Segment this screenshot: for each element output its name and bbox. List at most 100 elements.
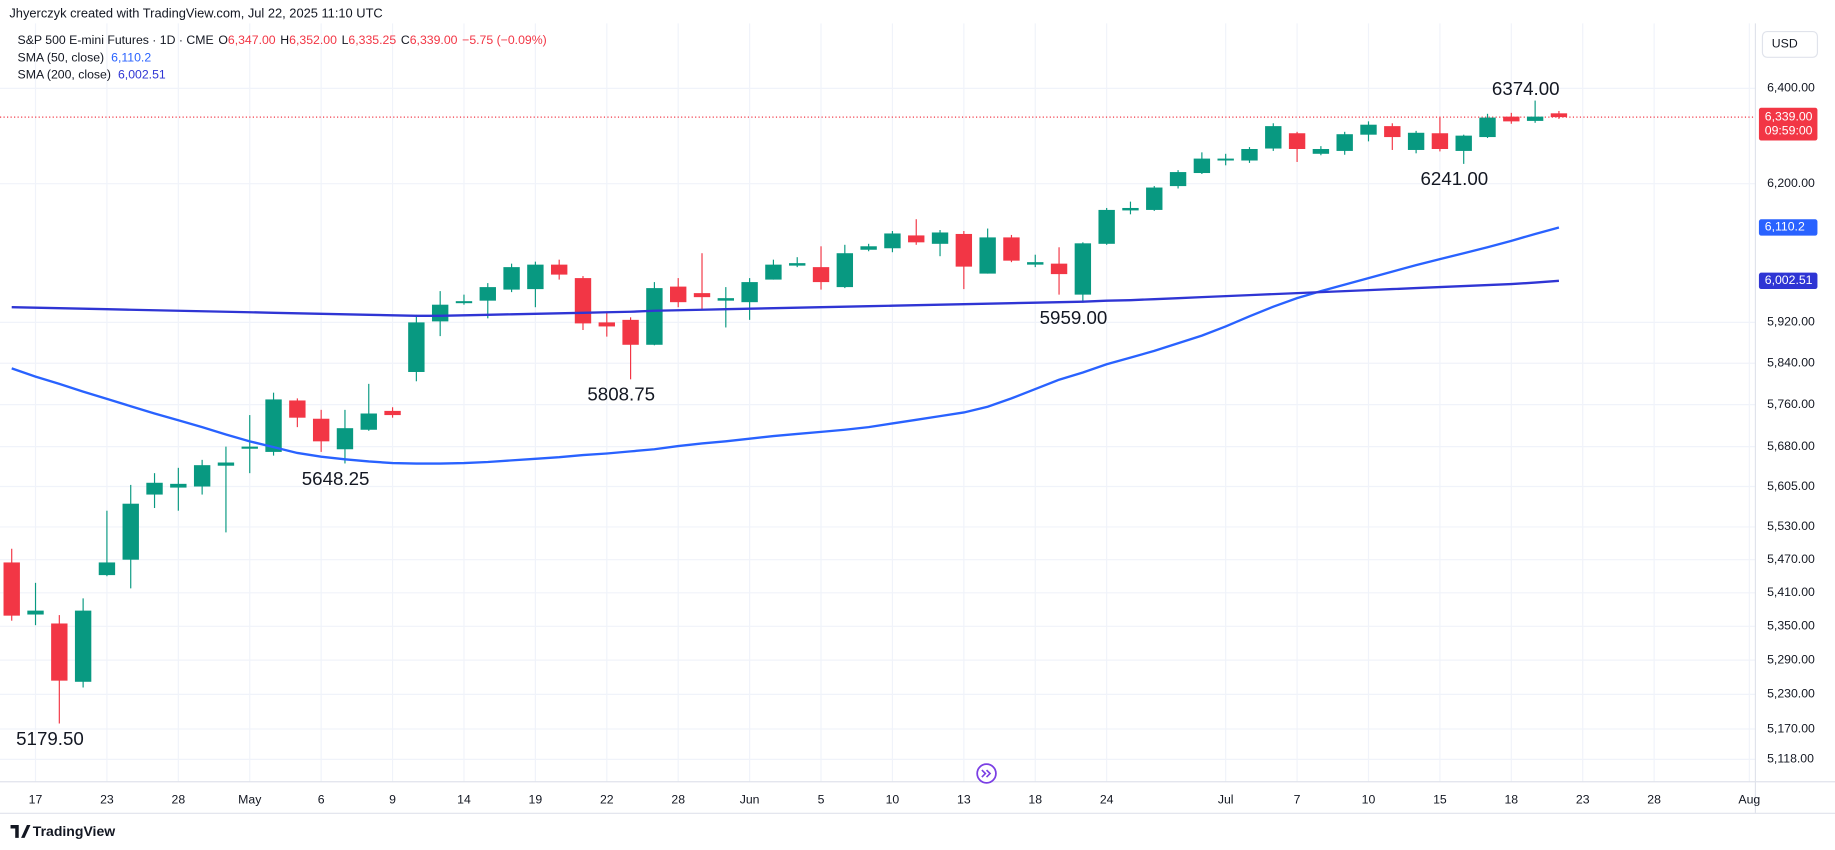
candle-body bbox=[622, 319, 639, 345]
legend-sma-name: SMA (200, close) bbox=[18, 68, 111, 82]
candle-body bbox=[860, 246, 877, 250]
y-tick-label: 5,170.00 bbox=[1767, 721, 1815, 735]
candle-body bbox=[884, 233, 901, 249]
candle-body bbox=[170, 483, 187, 488]
candle-body bbox=[74, 610, 92, 682]
candle-body bbox=[550, 264, 568, 275]
x-tick-label: 17 bbox=[29, 793, 43, 807]
candle-body bbox=[503, 267, 520, 290]
sma-line bbox=[11, 279, 1560, 317]
candle-body bbox=[979, 237, 996, 274]
candle-body bbox=[1384, 126, 1401, 138]
price-annotation: 5959.00 bbox=[1040, 307, 1108, 328]
candle-body bbox=[1003, 237, 1020, 261]
candle-body bbox=[1027, 262, 1044, 265]
candle-body bbox=[527, 264, 544, 290]
candle-body bbox=[1431, 133, 1449, 150]
candle-body bbox=[1526, 116, 1544, 121]
legend-sma-value: 6,110.2 bbox=[111, 51, 151, 65]
candle-body bbox=[955, 233, 973, 267]
x-tick-label: 28 bbox=[671, 793, 685, 807]
candle-body bbox=[741, 282, 758, 303]
candle-body bbox=[908, 235, 925, 243]
x-tick-label: 7 bbox=[1294, 793, 1301, 807]
x-tick-label: May bbox=[238, 793, 262, 807]
candle-body bbox=[479, 287, 496, 301]
candle-body bbox=[1503, 116, 1520, 122]
candle-body bbox=[1550, 113, 1568, 118]
x-tick-label: 18 bbox=[1504, 793, 1518, 807]
credit: Jhyerczyk created with TradingView.com, … bbox=[9, 5, 382, 20]
x-tick-label: 15 bbox=[1433, 793, 1447, 807]
last-price-tag bbox=[1758, 107, 1818, 141]
x-tick-label: 23 bbox=[1576, 793, 1590, 807]
candle-body bbox=[1217, 158, 1234, 161]
y-tick-label: 6,200.00 bbox=[1767, 176, 1815, 190]
x-tick-label: 5 bbox=[818, 793, 825, 807]
y-tick-label: 5,530.00 bbox=[1767, 519, 1815, 533]
candle-body bbox=[574, 278, 592, 324]
x-tick-label: 24 bbox=[1100, 793, 1114, 807]
candle-body bbox=[360, 413, 377, 430]
x-tick-label: 10 bbox=[886, 793, 900, 807]
legend-value: 6,347.00 bbox=[228, 33, 276, 47]
x-tick-label: Aug bbox=[1738, 793, 1760, 807]
legend-value: 6,339.00 bbox=[410, 33, 458, 47]
candle-body bbox=[717, 298, 735, 301]
y-tick-label: 5,290.00 bbox=[1767, 652, 1815, 666]
grid bbox=[0, 23, 1756, 782]
candle-body bbox=[1074, 243, 1092, 295]
legend-key: L bbox=[342, 33, 349, 47]
candle-body bbox=[408, 322, 425, 372]
candle-body bbox=[836, 253, 854, 288]
x-tick-label: 23 bbox=[100, 793, 114, 807]
legend-value: 6,352.00 bbox=[289, 33, 337, 47]
candle-body bbox=[789, 263, 806, 266]
y-tick-label: 5,470.00 bbox=[1767, 552, 1815, 566]
legend-sma-value: 6,002.51 bbox=[118, 68, 166, 82]
candle-body bbox=[146, 482, 163, 495]
y-tick-label: 5,760.00 bbox=[1767, 397, 1815, 411]
candle-body bbox=[336, 428, 354, 450]
candle-body bbox=[312, 418, 330, 442]
x-tick-label: 22 bbox=[600, 793, 614, 807]
candle-body bbox=[1050, 263, 1068, 275]
currency[interactable]: USD bbox=[1772, 37, 1798, 51]
brand: TradingView bbox=[33, 823, 115, 839]
candle-body bbox=[765, 264, 782, 280]
price-annotation: 6241.00 bbox=[1421, 168, 1489, 189]
candle-body bbox=[1098, 209, 1115, 244]
x-tick-label: Jun bbox=[740, 793, 760, 807]
x-tick-label: 14 bbox=[457, 793, 471, 807]
y-tick-label: 5,410.00 bbox=[1767, 585, 1815, 599]
candle-body bbox=[1146, 187, 1163, 210]
x-tick-label: 18 bbox=[1028, 793, 1042, 807]
candle-body bbox=[384, 410, 401, 416]
x-tick-label: 6 bbox=[318, 793, 325, 807]
candle-body bbox=[1455, 135, 1472, 151]
candle-body bbox=[1479, 117, 1496, 138]
legend-key: O bbox=[218, 33, 228, 47]
sma-line bbox=[11, 226, 1560, 465]
sma-price-label: 6,110.2 bbox=[1765, 220, 1805, 234]
candle-body bbox=[217, 462, 235, 466]
candle-body bbox=[27, 610, 44, 615]
x-tick-label: 10 bbox=[1362, 793, 1376, 807]
y-tick-label: 5,230.00 bbox=[1767, 687, 1815, 701]
price-annotation: 6374.00 bbox=[1492, 78, 1560, 99]
candle-body bbox=[98, 562, 116, 576]
candle-body bbox=[1193, 158, 1211, 174]
currency-button[interactable] bbox=[1761, 31, 1819, 58]
go-to-icon[interactable] bbox=[976, 763, 997, 784]
candle-body bbox=[289, 400, 306, 418]
y-tick-label: 5,118.00 bbox=[1767, 752, 1814, 766]
y-tick-label: 5,350.00 bbox=[1767, 619, 1815, 633]
candle-body bbox=[1122, 207, 1139, 211]
candle-body bbox=[122, 503, 139, 560]
y-tick-label: 5,680.00 bbox=[1767, 439, 1815, 453]
overlay: 5,118.00 5,170.00 5,230.00 5,290.00 5,350.00… bbox=[16, 33, 1818, 807]
brand-logo bbox=[10, 825, 31, 838]
x-tick-label: 13 bbox=[957, 793, 971, 807]
